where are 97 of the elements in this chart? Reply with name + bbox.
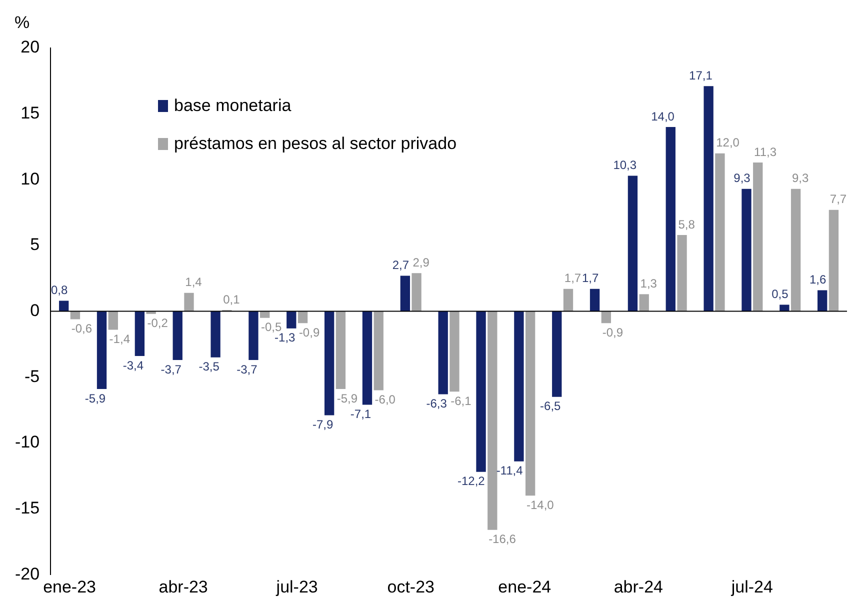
- bar: [704, 86, 714, 312]
- bar: [336, 311, 346, 389]
- x-tick-label: ene-24: [498, 577, 552, 596]
- bar: [601, 311, 612, 324]
- bar: [753, 162, 763, 312]
- bar: [450, 311, 460, 392]
- y-tick-label: -20: [14, 564, 40, 584]
- data-label: -11,4: [496, 464, 524, 478]
- data-label: 0,8: [50, 283, 68, 298]
- bar: [108, 311, 118, 330]
- data-label: 1,7: [582, 271, 599, 286]
- bar: [362, 311, 372, 405]
- data-label: 10,3: [613, 158, 637, 172]
- data-label: -3,5: [198, 360, 220, 374]
- bar: [514, 311, 524, 462]
- x-tick-label: jul-24: [730, 577, 773, 596]
- data-label: -0,9: [602, 325, 624, 340]
- legend-label: préstamos en pesos al sector privado: [174, 134, 457, 154]
- data-label: 17,1: [689, 68, 713, 82]
- data-label: -3,7: [236, 362, 258, 376]
- data-label: 1,6: [809, 272, 827, 287]
- data-label: -1,4: [109, 332, 130, 346]
- data-label: -14,0: [526, 498, 554, 512]
- data-label: -7,1: [350, 407, 372, 422]
- bar: [374, 311, 384, 390]
- data-label: 14,0: [651, 109, 675, 124]
- y-tick-label: 15: [20, 104, 40, 123]
- data-label: 1,4: [185, 275, 202, 290]
- y-tick-label: 5: [30, 235, 40, 254]
- data-label: 0,1: [223, 292, 240, 306]
- bar: [248, 311, 258, 360]
- y-axis-title: %: [14, 13, 30, 32]
- x-tick-label: abr-23: [158, 577, 208, 596]
- bar: [210, 311, 220, 358]
- bar: [590, 288, 600, 312]
- y-tick-label: 20: [20, 38, 40, 57]
- bar: [715, 153, 725, 312]
- data-label: 1,3: [640, 276, 658, 290]
- bar: [639, 294, 649, 312]
- data-label: 5,8: [678, 217, 696, 232]
- bar: [324, 311, 334, 416]
- data-label: 9,3: [792, 171, 809, 186]
- data-label: 7,7: [830, 192, 847, 206]
- data-label: -12,2: [458, 474, 486, 488]
- bar: [628, 176, 638, 312]
- data-label: -16,6: [488, 532, 516, 546]
- bar: [790, 188, 801, 312]
- data-label: 1,7: [564, 271, 582, 286]
- bar: [298, 311, 308, 324]
- data-label: 2,9: [412, 255, 430, 270]
- bar: [134, 311, 145, 356]
- data-label: -6,3: [426, 396, 448, 411]
- data-label: -5,9: [84, 391, 106, 406]
- x-tick-label: oct-23: [387, 577, 434, 596]
- bar: [488, 311, 498, 530]
- y-tick-label: -15: [14, 498, 40, 518]
- bar: [818, 290, 828, 312]
- x-tick-label: abr-24: [614, 577, 663, 596]
- bar: [677, 234, 687, 312]
- x-tick-label: ene-23: [43, 577, 96, 596]
- data-label: 0,5: [772, 287, 789, 302]
- data-label: 9,3: [734, 171, 751, 186]
- legend-label: base monetaria: [174, 96, 292, 116]
- bar: [552, 311, 562, 397]
- data-label: -6,1: [450, 394, 472, 408]
- y-tick-label: -5: [24, 366, 40, 386]
- bar: [563, 288, 574, 312]
- y-tick-label: 10: [20, 169, 40, 188]
- bar: [59, 300, 69, 312]
- x-tick-label: jul-23: [275, 577, 318, 596]
- data-label: -5,9: [336, 391, 358, 406]
- bar: [172, 311, 182, 360]
- data-label: 2,7: [392, 258, 410, 272]
- y-tick-label: -10: [14, 432, 40, 452]
- bar: [400, 276, 410, 312]
- data-label: -6,0: [374, 392, 396, 407]
- bar: [780, 304, 790, 312]
- data-label: -0,2: [147, 316, 168, 330]
- bar: [476, 311, 486, 472]
- bar: [184, 292, 194, 312]
- y-tick-label: 0: [30, 300, 40, 320]
- data-label: 12,0: [716, 136, 740, 150]
- bar: [286, 311, 296, 328]
- bar: [742, 188, 752, 312]
- bar: [828, 210, 839, 312]
- bar: [438, 311, 448, 394]
- data-label: -0,6: [71, 322, 92, 336]
- bar: [96, 311, 107, 389]
- bar: [525, 311, 536, 496]
- data-label: -3,4: [122, 358, 144, 372]
- data-label: 11,3: [754, 144, 777, 159]
- bar: [666, 126, 676, 312]
- data-label: -0,9: [298, 325, 320, 340]
- data-label: -6,5: [540, 399, 562, 414]
- data-label: -7,9: [312, 418, 334, 432]
- data-label: -3,7: [160, 362, 182, 376]
- bar: [412, 273, 422, 312]
